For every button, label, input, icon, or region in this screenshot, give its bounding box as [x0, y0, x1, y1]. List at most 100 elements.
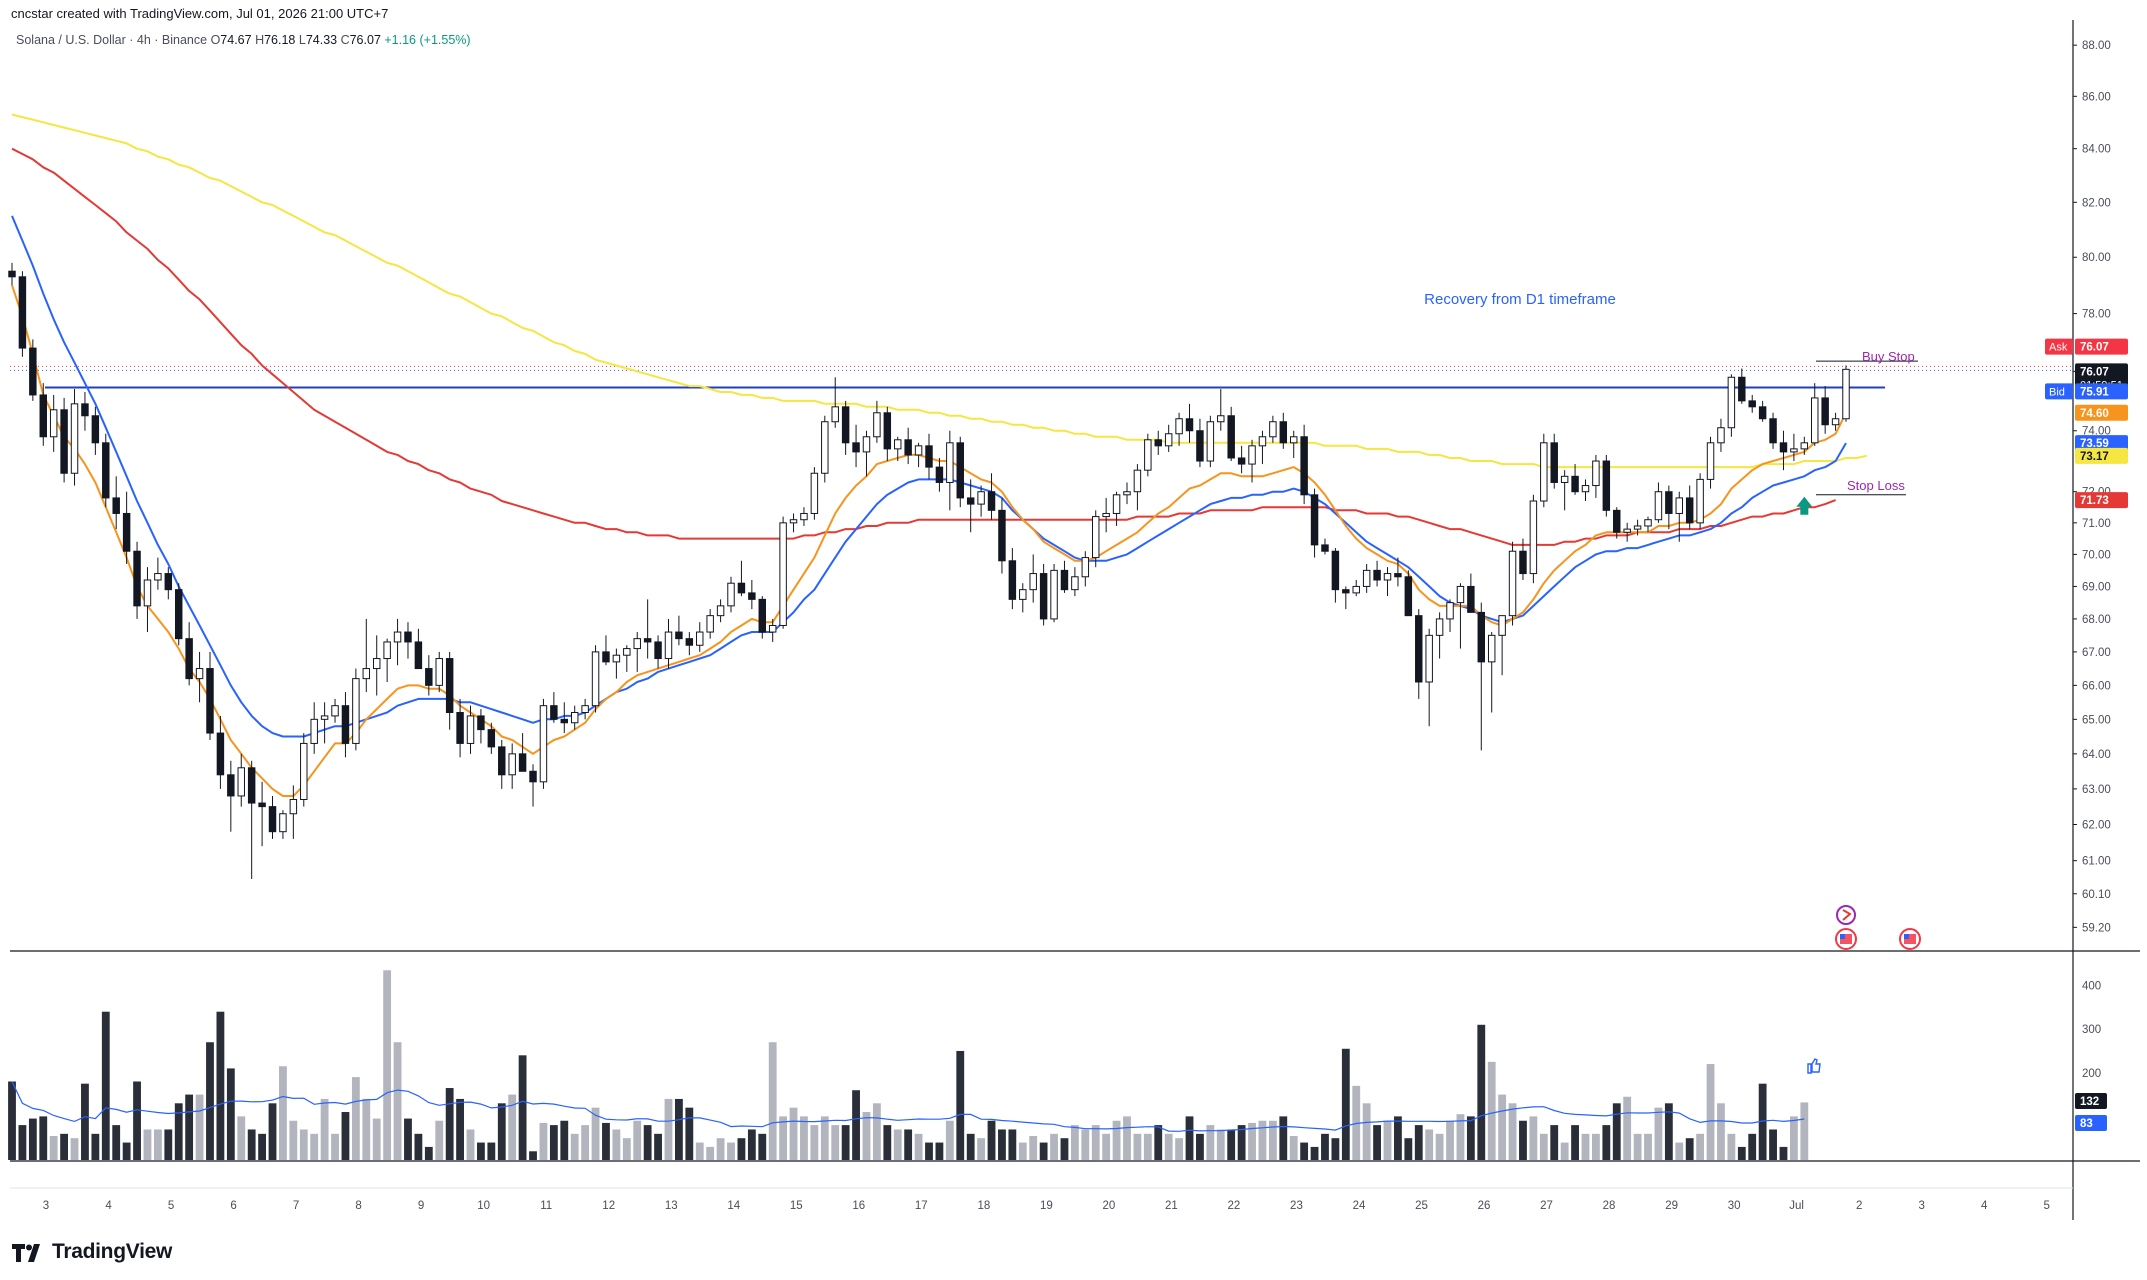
candle-body[interactable] — [1842, 368, 1850, 420]
candle-body[interactable] — [1154, 439, 1162, 447]
candle-body[interactable] — [1310, 494, 1319, 546]
candle-body[interactable] — [643, 638, 652, 643]
candle-body[interactable] — [477, 715, 485, 731]
candle-body[interactable] — [1019, 589, 1027, 600]
candle-body[interactable] — [143, 579, 152, 607]
candle-body[interactable] — [133, 550, 141, 607]
candle-body[interactable] — [1362, 569, 1371, 587]
candle-body[interactable] — [591, 651, 600, 707]
candle-body[interactable] — [393, 631, 402, 643]
candle-body[interactable] — [1029, 573, 1037, 591]
candle-body[interactable] — [404, 631, 412, 643]
candle-body[interactable] — [977, 491, 985, 505]
candle-body[interactable] — [612, 654, 621, 663]
candle-body[interactable] — [1091, 516, 1100, 559]
candle-body[interactable] — [372, 658, 381, 670]
candle-body[interactable] — [352, 678, 360, 744]
candle-body[interactable] — [206, 668, 214, 734]
candle-body[interactable] — [1269, 421, 1277, 438]
candle-body[interactable] — [1654, 491, 1663, 521]
candle-body[interactable] — [894, 439, 902, 450]
candle-body[interactable] — [758, 598, 767, 633]
candle-body[interactable] — [268, 806, 277, 833]
candle-body[interactable] — [49, 409, 58, 438]
candle-body[interactable] — [529, 770, 537, 783]
candle-body[interactable] — [1758, 406, 1767, 420]
candle-body[interactable] — [247, 767, 256, 804]
candle-body[interactable] — [685, 638, 694, 646]
candle-body[interactable] — [873, 412, 881, 438]
candle-body[interactable] — [1696, 478, 1704, 524]
candle-body[interactable] — [466, 715, 475, 744]
candle-body[interactable] — [1779, 442, 1788, 453]
candle-body[interactable] — [1060, 569, 1069, 591]
candle-body[interactable] — [852, 442, 860, 453]
candle-body[interactable] — [185, 638, 193, 680]
candle-body[interactable] — [1456, 585, 1465, 604]
candle-body[interactable] — [1581, 485, 1590, 493]
candle-body[interactable] — [1467, 585, 1475, 613]
candle-body[interactable] — [1560, 475, 1569, 483]
candle-body[interactable] — [1342, 589, 1350, 594]
candle-body[interactable] — [789, 519, 798, 524]
candle-body[interactable] — [550, 705, 558, 720]
candle-body[interactable] — [1196, 430, 1204, 462]
candle-body[interactable] — [654, 641, 662, 660]
candle-body[interactable] — [914, 445, 923, 456]
candle-body[interactable] — [602, 651, 610, 663]
candle-body[interactable] — [1008, 560, 1017, 600]
candle-body[interactable] — [966, 497, 975, 505]
candle-body[interactable] — [195, 668, 204, 680]
candle-body[interactable] — [1602, 460, 1611, 511]
candle-body[interactable] — [987, 491, 996, 511]
candle-body[interactable] — [279, 813, 287, 833]
candle-body[interactable] — [227, 774, 235, 797]
candle-body[interactable] — [456, 711, 464, 744]
candle-body[interactable] — [1675, 497, 1684, 514]
candle-body[interactable] — [1811, 397, 1819, 444]
candle-body[interactable] — [1133, 469, 1142, 493]
candle-body[interactable] — [883, 412, 892, 450]
candle-body[interactable] — [1081, 557, 1090, 578]
candle-body[interactable] — [1425, 634, 1433, 683]
dividend-event-icon[interactable] — [1836, 905, 1856, 925]
candle-body[interactable] — [831, 406, 839, 423]
candle-body[interactable] — [1508, 550, 1517, 617]
candle-body[interactable] — [821, 421, 829, 474]
candle-body[interactable] — [779, 522, 787, 626]
candle-body[interactable] — [81, 403, 89, 417]
candle-body[interactable] — [539, 705, 548, 783]
candle-body[interactable] — [696, 631, 704, 646]
candle-body[interactable] — [122, 512, 131, 552]
candle-body[interactable] — [706, 615, 714, 633]
candle-body[interactable] — [1519, 550, 1527, 575]
candle-body[interactable] — [60, 409, 68, 474]
candle-body[interactable] — [341, 705, 350, 744]
candle-body[interactable] — [1748, 400, 1756, 408]
candle-body[interactable] — [1540, 442, 1548, 502]
candle-body[interactable] — [39, 394, 47, 438]
candle-body[interactable] — [1717, 427, 1725, 444]
candle-body[interactable] — [1571, 475, 1579, 493]
candle-body[interactable] — [1487, 634, 1496, 663]
candle-body[interactable] — [518, 753, 527, 772]
candle-body[interactable] — [1206, 421, 1215, 462]
candle-body[interactable] — [935, 466, 944, 483]
candle-body[interactable] — [362, 668, 371, 680]
candle-body[interactable] — [289, 799, 298, 815]
candle-body[interactable] — [435, 658, 443, 686]
candle-body[interactable] — [675, 631, 683, 640]
candle-body[interactable] — [904, 439, 912, 456]
candle-body[interactable] — [383, 641, 391, 660]
candle-body[interactable] — [1227, 415, 1235, 459]
candle-body[interactable] — [1164, 433, 1173, 447]
candle-body[interactable] — [8, 270, 16, 278]
candle-body[interactable] — [1039, 573, 1048, 620]
candle-body[interactable] — [1279, 421, 1288, 444]
candle-body[interactable] — [1498, 615, 1506, 636]
candle-body[interactable] — [925, 445, 933, 468]
candle-body[interactable] — [498, 746, 506, 776]
candle-body[interactable] — [768, 624, 777, 633]
candle-body[interactable] — [445, 658, 454, 713]
